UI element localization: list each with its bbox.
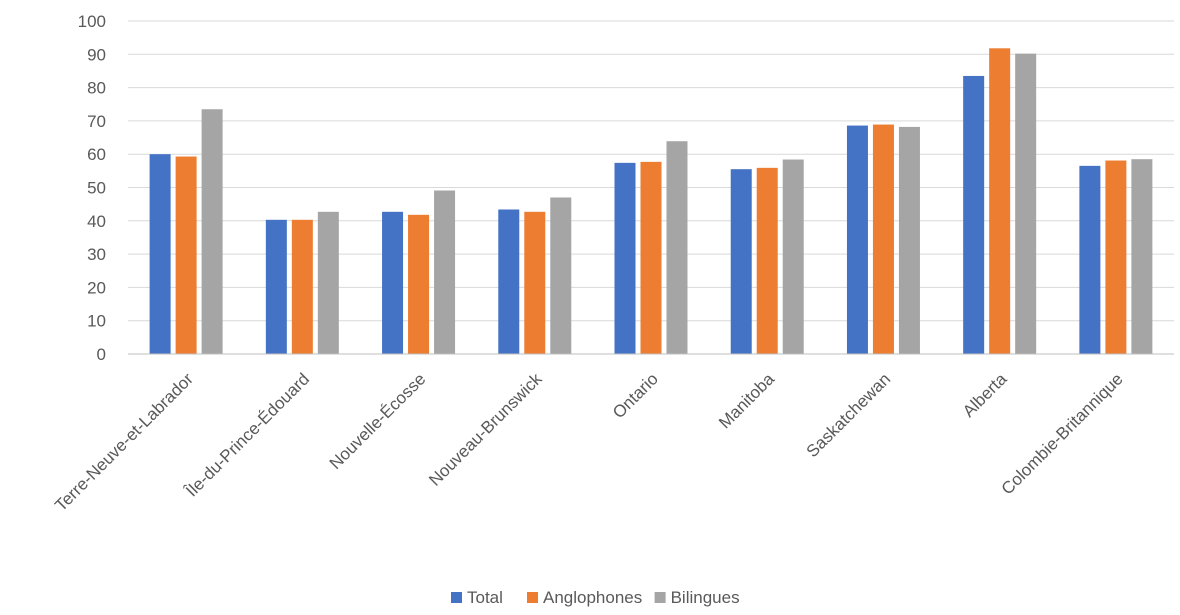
bar-bilingues: [782, 159, 804, 354]
y-tick-label: 60: [87, 145, 106, 164]
legend-label: Total: [467, 588, 503, 607]
category-label: Saskatchewan: [803, 369, 895, 461]
legend-swatch-bilingues: [654, 592, 666, 603]
y-tick-label: 90: [87, 45, 106, 64]
y-tick-label: 80: [87, 79, 106, 98]
category-label: Colombie-Britannique: [998, 369, 1127, 498]
y-tick-labels: 0 10 20 30 40 50 60 70 80 90 100: [78, 12, 106, 364]
bar-total: [614, 162, 636, 354]
legend: Total Anglophones Bilingues: [451, 588, 740, 607]
bar-total: [1079, 165, 1101, 354]
bar-anglophones: [1105, 160, 1127, 354]
bar-bilingues: [1015, 53, 1037, 354]
y-tick-label: 0: [97, 345, 106, 364]
bars: [149, 48, 1153, 355]
bar-bilingues: [317, 211, 339, 354]
bar-anglophones: [291, 219, 313, 354]
y-tick-label: 40: [87, 212, 106, 231]
bar-bilingues: [666, 141, 688, 354]
category-label: Alberta: [959, 369, 1011, 421]
bar-anglophones: [408, 214, 430, 354]
y-tick-label: 50: [87, 179, 106, 198]
bar-total: [265, 219, 287, 354]
bar-total: [149, 154, 171, 354]
bar-total: [963, 75, 985, 354]
y-tick-label: 30: [87, 245, 106, 264]
bar-bilingues: [434, 190, 456, 354]
category-label: Nouveau-Brunswick: [425, 369, 546, 490]
bar-bilingues: [1131, 159, 1153, 354]
category-label: Terre-Neuve-et-Labrador: [51, 369, 197, 515]
bar-anglophones: [756, 167, 778, 354]
y-tick-label: 70: [87, 112, 106, 131]
category-label: Manitoba: [715, 369, 778, 432]
category-labels: Terre-Neuve-et-LabradorÎle-du-Prince-Édo…: [51, 369, 1127, 515]
bar-total: [498, 209, 520, 354]
bar-anglophones: [640, 161, 662, 354]
bar-total: [730, 169, 752, 354]
bar-bilingues: [898, 126, 920, 354]
bar-anglophones: [872, 124, 894, 354]
bar-anglophones: [175, 156, 197, 354]
y-tick-label: 20: [87, 278, 106, 297]
bar-total: [382, 211, 404, 354]
category-label: Île-du-Prince-Édouard: [181, 369, 313, 501]
category-label: Nouvelle-Écosse: [326, 369, 430, 473]
legend-label: Bilingues: [671, 588, 740, 607]
y-tick-label: 10: [87, 312, 106, 331]
category-label: Ontario: [609, 369, 662, 422]
legend-label: Anglophones: [543, 588, 642, 607]
bar-anglophones: [524, 211, 546, 354]
y-tick-label: 100: [78, 12, 106, 31]
legend-swatch-anglophones: [527, 592, 538, 603]
bar-bilingues: [201, 109, 223, 355]
bar-bilingues: [550, 197, 572, 354]
legend-swatch-total: [451, 592, 462, 603]
bar-total: [846, 125, 868, 354]
bar-anglophones: [989, 48, 1011, 354]
